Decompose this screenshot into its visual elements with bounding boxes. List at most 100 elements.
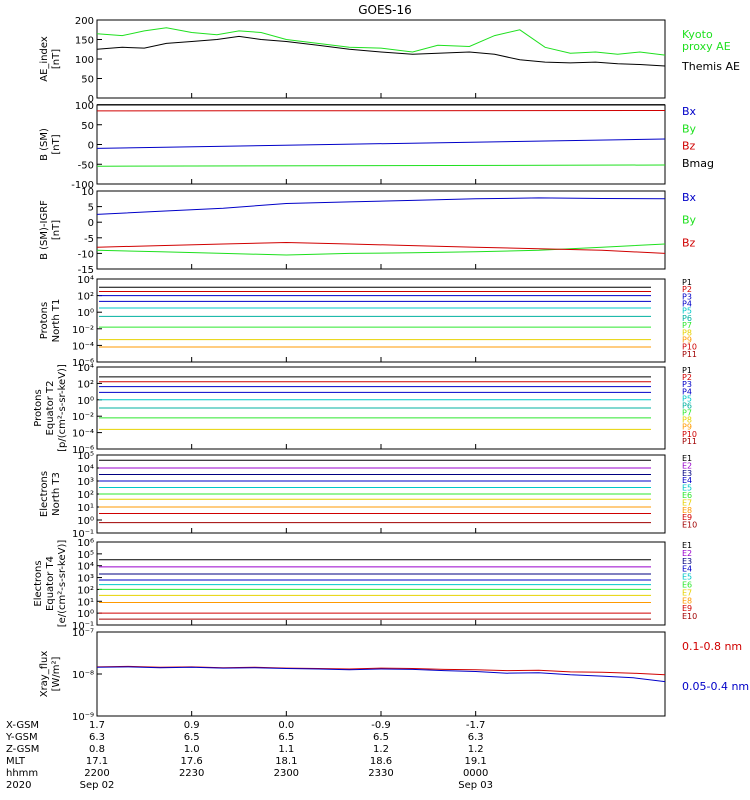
y-tick-label: 10⁰ (77, 609, 94, 620)
legend-label: 0.1-0.8 nm (682, 640, 742, 653)
y-tick-label: -10 (78, 249, 94, 260)
x-axis-value: -0.9 (371, 720, 391, 731)
y-tick-label: 200 (75, 16, 94, 27)
x-axis-value: 18.6 (370, 756, 392, 767)
legend-label: proxy AE (682, 40, 731, 53)
y-tick-label: 10¹ (77, 597, 94, 608)
y-tick-label: 10² (77, 292, 94, 303)
y-axis-label: B (SM) (39, 128, 50, 161)
y-tick-label: 10⁶ (77, 538, 94, 549)
y-tick-label: 100 (75, 101, 94, 112)
y-tick-label: 50 (81, 121, 94, 132)
series-line-bx (96, 197, 666, 215)
y-tick-label: -100 (71, 180, 94, 191)
legend-label: P1 (682, 366, 692, 375)
legend-label: P11 (682, 350, 697, 359)
x-axis-value: 0.9 (184, 720, 200, 731)
legend-label: E9 (682, 513, 692, 522)
y-tick-label: 10¹ (77, 503, 94, 514)
y-tick-label: 10² (77, 490, 94, 501)
y-tick-label: 10³ (77, 574, 94, 585)
y-tick-label: 10⁵ (77, 451, 94, 462)
y-tick-label: 10⁰ (77, 308, 94, 319)
series-line-by (96, 243, 666, 256)
legend-label: E7 (682, 498, 692, 507)
y-tick-label: 150 (75, 36, 94, 47)
y-axis-label: Xray_flux (39, 651, 50, 698)
y-axis-label: Equator T4 (45, 556, 56, 611)
x-axis-value: 1.7 (89, 720, 105, 731)
y-tick-label: 10⁴ (77, 464, 94, 475)
legend-label: P4 (682, 300, 692, 309)
legend-label: E6 (682, 581, 692, 590)
y-tick-label: 10⁴ (77, 275, 94, 286)
x-row-label: Y-GSM (5, 732, 38, 743)
legend-label: E5 (682, 573, 692, 582)
y-axis-label: [nT] (51, 220, 62, 240)
y-tick-label: 10⁻⁶ (72, 358, 94, 369)
x-axis-value: 1.0 (184, 744, 200, 755)
series-line-kyoto-proxy-ae (96, 27, 666, 56)
x-axis-value: 18.1 (275, 756, 297, 767)
y-tick-label: 10 (81, 187, 94, 198)
legend-label: P8 (682, 328, 692, 337)
y-tick-label: 50 (81, 75, 94, 86)
y-axis-label: AE_index (39, 36, 50, 82)
y-axis-label: Equator T2 (45, 381, 56, 436)
legend-label: P9 (682, 335, 692, 344)
y-axis-label: B (SM)-IGRF (39, 200, 50, 260)
y-tick-label: 10⁻² (72, 412, 94, 423)
x-axis-value: 1.2 (468, 744, 484, 755)
x-axis-value: 17.1 (86, 756, 108, 767)
legend-label: P7 (682, 321, 692, 330)
x-row-label: 2020 (6, 780, 31, 791)
series-line-themis-ae (96, 35, 666, 67)
y-tick-label: 0 (88, 141, 94, 152)
legend-label: Bx (682, 105, 697, 118)
y-tick-label: 10⁴ (77, 562, 94, 573)
y-tick-label: 10⁻⁷ (72, 628, 94, 639)
x-axis-value: 1.2 (373, 744, 389, 755)
legend-label: P9 (682, 423, 692, 432)
legend-label: 0.05-0.4 nm (682, 680, 749, 693)
y-axis-label: [e/(cm²-s-sr-keV)] (57, 540, 68, 628)
panel-xray: 10⁻⁹ 10⁻⁸ 10⁻⁷ Xray_flux [W/m²] 0.1-0.8 nm 0.0… (39, 628, 749, 723)
panel-frame (96, 541, 666, 626)
x-axis-value: 2330 (368, 768, 393, 779)
panel-frame (96, 190, 666, 270)
y-axis-label: Protons (33, 389, 44, 426)
y-axis-label: [nT] (51, 49, 62, 69)
y-tick-label: 10⁻⁸ (72, 670, 94, 681)
legend-label: Bz (682, 236, 696, 249)
y-tick-label: -50 (78, 160, 94, 171)
x-axis-value: 19.1 (465, 756, 487, 767)
legend-label: E4 (682, 565, 692, 574)
legend-label: Bmag (682, 157, 714, 170)
panel-frame (96, 19, 666, 99)
y-axis-label: North T1 (51, 299, 62, 343)
y-axis-label: North T3 (51, 472, 62, 516)
legend-label: P3 (682, 380, 692, 389)
x-row-label: Z-GSM (6, 744, 39, 755)
y-tick-label: -5 (84, 234, 94, 245)
y-tick-label: 10⁻⁴ (72, 341, 94, 352)
y-tick-label: -15 (78, 265, 94, 276)
legend-label: P10 (682, 343, 697, 352)
panel-bigrf: -15 -10 -5 0 5 10 B (SM)-IGRF [nT] Bx By Bz (39, 187, 697, 276)
y-axis-label: [nT] (51, 134, 62, 154)
figure-title: GOES-16 (358, 3, 412, 17)
legend-label: E2 (682, 461, 692, 470)
y-tick-label: 10⁻² (72, 325, 94, 336)
x-axis-value: 6.3 (89, 732, 105, 743)
legend-label: E9 (682, 604, 692, 613)
legend-label: Bx (682, 191, 697, 204)
y-tick-label: 10² (77, 379, 94, 390)
x-axis-value: Sep 03 (458, 780, 493, 791)
y-axis-label: Electrons (33, 560, 44, 606)
series-line-bz (96, 241, 666, 254)
legend-label: P1 (682, 278, 692, 287)
legend-label: P5 (682, 394, 692, 403)
